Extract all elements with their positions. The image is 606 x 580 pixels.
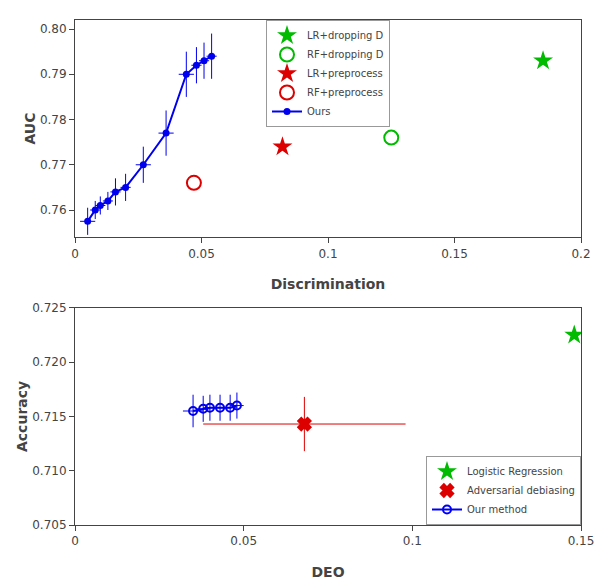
svg-text:RF+preprocess: RF+preprocess <box>307 87 383 98</box>
svg-text:RF+dropping D: RF+dropping D <box>307 49 384 60</box>
svg-text:0.77: 0.77 <box>40 158 67 172</box>
svg-text:0.720: 0.720 <box>32 355 66 369</box>
svg-text:LR+dropping D: LR+dropping D <box>307 30 384 41</box>
svg-text:0.15: 0.15 <box>568 534 595 548</box>
svg-text:0.710: 0.710 <box>32 464 66 478</box>
svg-text:0.705: 0.705 <box>32 518 66 532</box>
svg-text:0.05: 0.05 <box>188 247 215 261</box>
svg-text:0.05: 0.05 <box>230 534 257 548</box>
svg-text:0: 0 <box>71 247 79 261</box>
svg-text:0.1: 0.1 <box>403 534 422 548</box>
svg-text:0.1: 0.1 <box>318 247 337 261</box>
svg-text:AUC: AUC <box>22 113 38 145</box>
svg-text:Discrimination: Discrimination <box>271 276 386 292</box>
svg-text:Our method: Our method <box>467 504 527 515</box>
svg-text:Adversarial debiasing: Adversarial debiasing <box>467 485 575 496</box>
svg-text:DEO: DEO <box>311 564 344 580</box>
svg-text:0.15: 0.15 <box>441 247 468 261</box>
svg-text:0.76: 0.76 <box>40 203 67 217</box>
svg-text:Ours: Ours <box>307 106 331 117</box>
svg-text:Logistic Regression: Logistic Regression <box>467 466 563 477</box>
svg-text:0.78: 0.78 <box>40 113 67 127</box>
svg-text:0.80: 0.80 <box>40 22 67 36</box>
svg-text:0.79: 0.79 <box>40 67 67 81</box>
svg-text:0.715: 0.715 <box>32 410 66 424</box>
svg-text:0.725: 0.725 <box>32 301 66 315</box>
svg-text:LR+preprocess: LR+preprocess <box>307 68 383 79</box>
svg-text:0: 0 <box>71 534 79 548</box>
svg-text:Accuracy: Accuracy <box>14 381 30 452</box>
svg-text:0.2: 0.2 <box>571 247 590 261</box>
